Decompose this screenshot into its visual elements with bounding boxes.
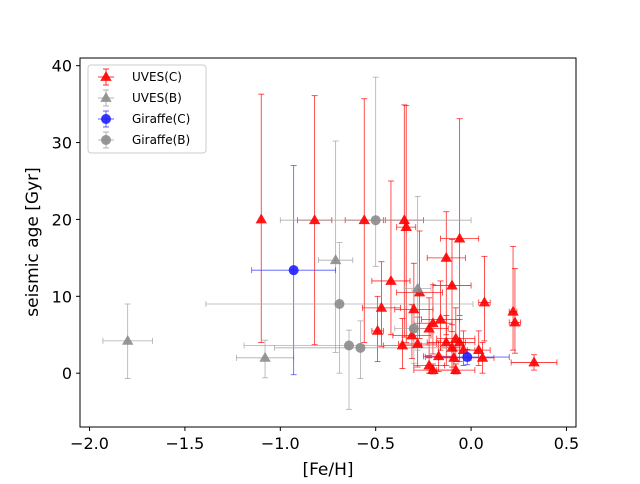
giraffe-c-point [462, 352, 473, 363]
legend-marker [100, 71, 112, 81]
giraffe-c-point [288, 265, 299, 276]
legend-entry-giraffe-c: Giraffe(C) [98, 110, 190, 128]
uves-c-point [507, 305, 519, 316]
uves-c-point [408, 303, 420, 314]
uves-c-point [400, 221, 412, 232]
x-tick-label: −2.0 [70, 434, 109, 453]
legend: UVES(C) UVES(B) Giraffe(C) Giraffe(B) [87, 64, 207, 154]
legend-label: Giraffe(C) [132, 112, 190, 126]
uves-c-point [432, 350, 445, 361]
y-tick-label: 10 [52, 287, 72, 306]
uves-c-point [371, 324, 384, 335]
uves-c-point [398, 214, 411, 225]
uves-c-point [528, 356, 540, 367]
uves-c-point [427, 364, 439, 375]
uves-b-point [121, 334, 134, 345]
legend-entry-uves-b: UVES(B) [98, 89, 182, 107]
uves-c-point [450, 364, 462, 375]
uves-c-point [375, 301, 388, 312]
uves-c-point [406, 329, 418, 340]
uves-c-point [411, 337, 424, 348]
uves-c-point [509, 316, 521, 327]
uves-b-point [329, 254, 342, 265]
uves-c-point [440, 336, 452, 347]
giraffe-b-point [334, 299, 345, 309]
uves-c-point [434, 313, 447, 324]
uves-c-point [478, 296, 491, 307]
uves-c-point [255, 213, 267, 224]
x-tick-label: −1.0 [261, 434, 300, 453]
uves-c-point [473, 344, 485, 355]
uves-c-point [453, 336, 466, 347]
legend-entry-giraffe-b: Giraffe(B) [98, 131, 190, 149]
y-axis-ticks: 0 10 20 30 40 [52, 57, 80, 383]
uves-c-point [396, 339, 409, 350]
markers-layer [121, 213, 540, 375]
x-tick-label: −0.5 [356, 434, 395, 453]
giraffe-b-point [355, 342, 366, 353]
uves-c-point [453, 232, 466, 243]
uves-c-point [385, 274, 397, 285]
uves-c-point [308, 214, 321, 225]
legend-marker [101, 135, 111, 145]
uves-b-point [259, 351, 271, 362]
y-tick-label: 20 [52, 210, 72, 229]
uves-c-point [440, 251, 452, 262]
y-axis-label: seismic age [Gyr] [23, 167, 43, 317]
y-tick-label: 0 [62, 364, 72, 383]
giraffe-b-point [370, 215, 381, 226]
x-tick-label: −1.5 [165, 434, 204, 453]
legend-box [87, 64, 207, 154]
plot-frame [79, 57, 577, 428]
y-tick-label: 30 [52, 134, 72, 153]
uves-b-errorbar [318, 140, 354, 353]
legend-label: Giraffe(B) [132, 133, 190, 147]
legend-label: UVES(C) [132, 70, 182, 84]
uves-b-point [411, 282, 424, 293]
x-axis-label: [Fe/H] [302, 460, 353, 480]
legend-label: UVES(B) [132, 91, 182, 105]
legend-marker [100, 92, 112, 102]
giraffe-b-point [343, 340, 354, 351]
uves-c-point [457, 344, 470, 355]
giraffe-b-point [408, 323, 419, 334]
legend-entry-uves-c: UVES(C) [98, 68, 182, 86]
uves-c-point [448, 351, 460, 362]
x-axis-ticks: −2.0 −1.5 −1.0 −0.5 0.0 0.5 [70, 427, 579, 453]
y-tick-label: 40 [52, 57, 72, 76]
uves-c-point [446, 341, 458, 352]
legend-marker [101, 114, 111, 124]
uves-c-point [446, 279, 458, 290]
x-tick-label: 0.0 [458, 434, 483, 453]
x-tick-label: 0.5 [554, 434, 579, 453]
uves-c-point [423, 322, 435, 333]
uves-c-point [358, 214, 370, 225]
uves-c-point [476, 351, 489, 362]
